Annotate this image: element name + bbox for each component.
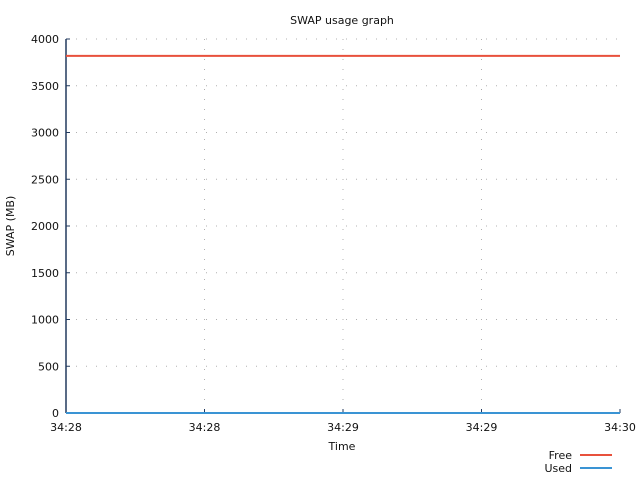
x-tick-label: 34:29 [327, 421, 359, 434]
x-axis-label: Time [328, 440, 356, 453]
y-axis-label: SWAP (MB) [4, 196, 17, 257]
x-tick-label: 34:28 [189, 421, 221, 434]
y-tick-labels: 0 500 1000 1500 2000 2500 3000 3500 4000 [31, 33, 59, 420]
chart-title: SWAP usage graph [290, 14, 394, 27]
y-tick-label: 500 [38, 360, 59, 373]
y-tick-label: 3000 [31, 127, 59, 140]
series-lines [66, 54, 620, 414]
legend-label-used: Used [544, 462, 572, 475]
y-tick-label: 2000 [31, 220, 59, 233]
x-tick-labels: 34:28 34:28 34:29 34:29 34:30 [50, 421, 636, 434]
y-tick-label: 1500 [31, 267, 59, 280]
grid-lines [66, 38, 620, 413]
y-tick-label: 0 [52, 407, 59, 420]
y-tick-label: 4000 [31, 33, 59, 46]
y-tick-label: 3500 [31, 80, 59, 93]
x-tick-label: 34:28 [50, 421, 82, 434]
x-tick-label: 34:29 [466, 421, 498, 434]
legend-label-free: Free [549, 449, 573, 462]
x-tick-label: 34:30 [604, 421, 636, 434]
y-tick-label: 2500 [31, 173, 59, 186]
y-tick-label: 1000 [31, 314, 59, 327]
